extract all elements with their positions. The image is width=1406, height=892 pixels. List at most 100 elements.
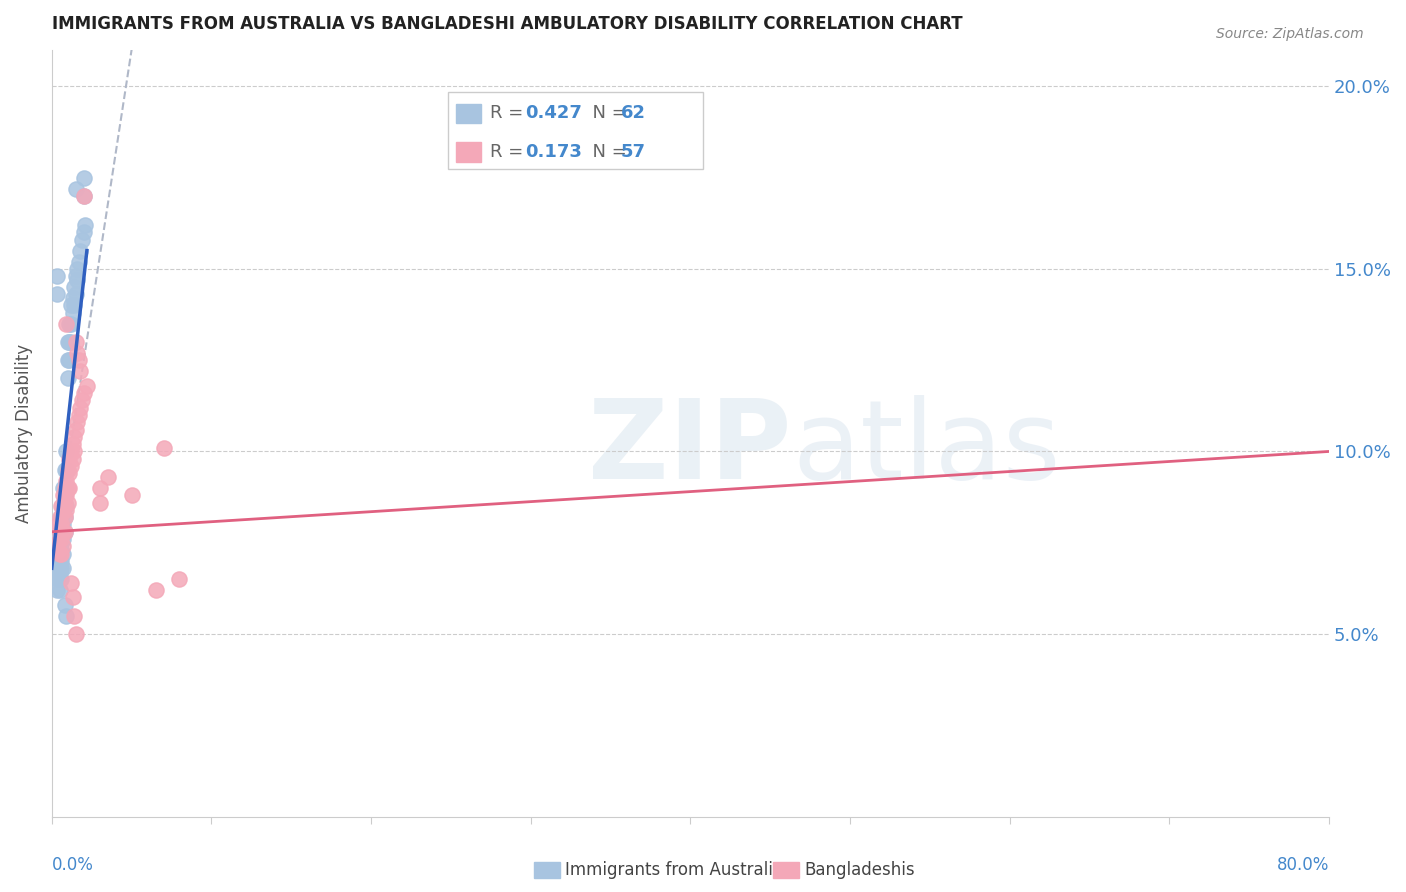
- Point: [53, 481, 76, 495]
- Point: [51, 547, 73, 561]
- Point: [63, 280, 86, 294]
- Point: [169, 572, 191, 586]
- Point: [63, 608, 86, 623]
- Point: [70, 393, 93, 408]
- Point: [45, 583, 67, 598]
- Point: [145, 583, 167, 598]
- Point: [53, 488, 76, 502]
- Point: [89, 481, 111, 495]
- Point: [56, 463, 79, 477]
- Point: [51, 554, 73, 568]
- Point: [51, 543, 73, 558]
- Point: [121, 488, 143, 502]
- Point: [53, 463, 76, 477]
- Point: [63, 430, 86, 444]
- Point: [65, 287, 87, 301]
- Point: [51, 535, 73, 549]
- Point: [70, 233, 93, 247]
- Point: [65, 627, 87, 641]
- Point: [63, 298, 86, 312]
- Text: 0.173: 0.173: [524, 143, 582, 161]
- Point: [51, 510, 73, 524]
- Point: [52, 488, 75, 502]
- Point: [51, 561, 73, 575]
- Point: [63, 444, 86, 458]
- Point: [66, 415, 89, 429]
- Point: [53, 510, 76, 524]
- Point: [62, 437, 84, 451]
- Text: N =: N =: [581, 143, 633, 161]
- Point: [45, 535, 67, 549]
- Point: [59, 444, 82, 458]
- Point: [56, 481, 79, 495]
- Point: [48, 572, 70, 586]
- Point: [48, 524, 70, 539]
- Point: [75, 218, 97, 232]
- Point: [52, 540, 75, 554]
- Text: Source: ZipAtlas.com: Source: ZipAtlas.com: [1216, 27, 1364, 41]
- Point: [55, 503, 77, 517]
- Point: [51, 517, 73, 532]
- Point: [58, 451, 80, 466]
- Point: [59, 575, 82, 590]
- Point: [58, 317, 80, 331]
- Text: R =: R =: [489, 104, 529, 122]
- Point: [97, 470, 120, 484]
- Point: [69, 244, 91, 258]
- Point: [73, 189, 96, 203]
- Point: [56, 495, 79, 509]
- Point: [53, 495, 76, 509]
- Point: [62, 306, 84, 320]
- Point: [52, 517, 75, 532]
- Point: [48, 543, 70, 558]
- Point: [52, 499, 75, 513]
- Point: [73, 189, 96, 203]
- Point: [66, 261, 89, 276]
- Point: [52, 503, 75, 517]
- Text: 80.0%: 80.0%: [1277, 856, 1329, 874]
- Text: 0.0%: 0.0%: [52, 856, 94, 874]
- Point: [58, 334, 80, 349]
- Point: [66, 346, 89, 360]
- Point: [55, 481, 77, 495]
- Point: [58, 467, 80, 481]
- Point: [66, 273, 89, 287]
- Point: [89, 495, 111, 509]
- Text: atlas: atlas: [793, 395, 1062, 502]
- Point: [48, 565, 70, 579]
- Point: [76, 378, 98, 392]
- Point: [52, 532, 75, 546]
- Point: [73, 226, 96, 240]
- Y-axis label: Ambulatory Disability: Ambulatory Disability: [15, 343, 32, 523]
- Point: [59, 317, 82, 331]
- Point: [152, 441, 174, 455]
- Point: [55, 474, 77, 488]
- Point: [51, 499, 73, 513]
- Point: [52, 547, 75, 561]
- Point: [56, 371, 79, 385]
- Point: [65, 334, 87, 349]
- Point: [45, 269, 67, 284]
- Text: Bangladeshis: Bangladeshis: [804, 861, 915, 879]
- Point: [45, 561, 67, 575]
- Point: [46, 572, 69, 586]
- Text: R =: R =: [489, 143, 529, 161]
- Point: [56, 334, 79, 349]
- Point: [52, 561, 75, 575]
- Point: [67, 408, 90, 422]
- Point: [67, 254, 90, 268]
- Point: [55, 499, 77, 513]
- Text: 57: 57: [620, 143, 645, 161]
- Text: ZIP: ZIP: [588, 395, 792, 502]
- Text: 62: 62: [620, 104, 645, 122]
- Point: [65, 181, 87, 195]
- Point: [55, 444, 77, 458]
- Text: N =: N =: [581, 104, 633, 122]
- Point: [55, 488, 77, 502]
- Point: [53, 510, 76, 524]
- Point: [48, 583, 70, 598]
- Point: [51, 532, 73, 546]
- Point: [73, 386, 96, 401]
- Point: [55, 463, 77, 477]
- Point: [51, 524, 73, 539]
